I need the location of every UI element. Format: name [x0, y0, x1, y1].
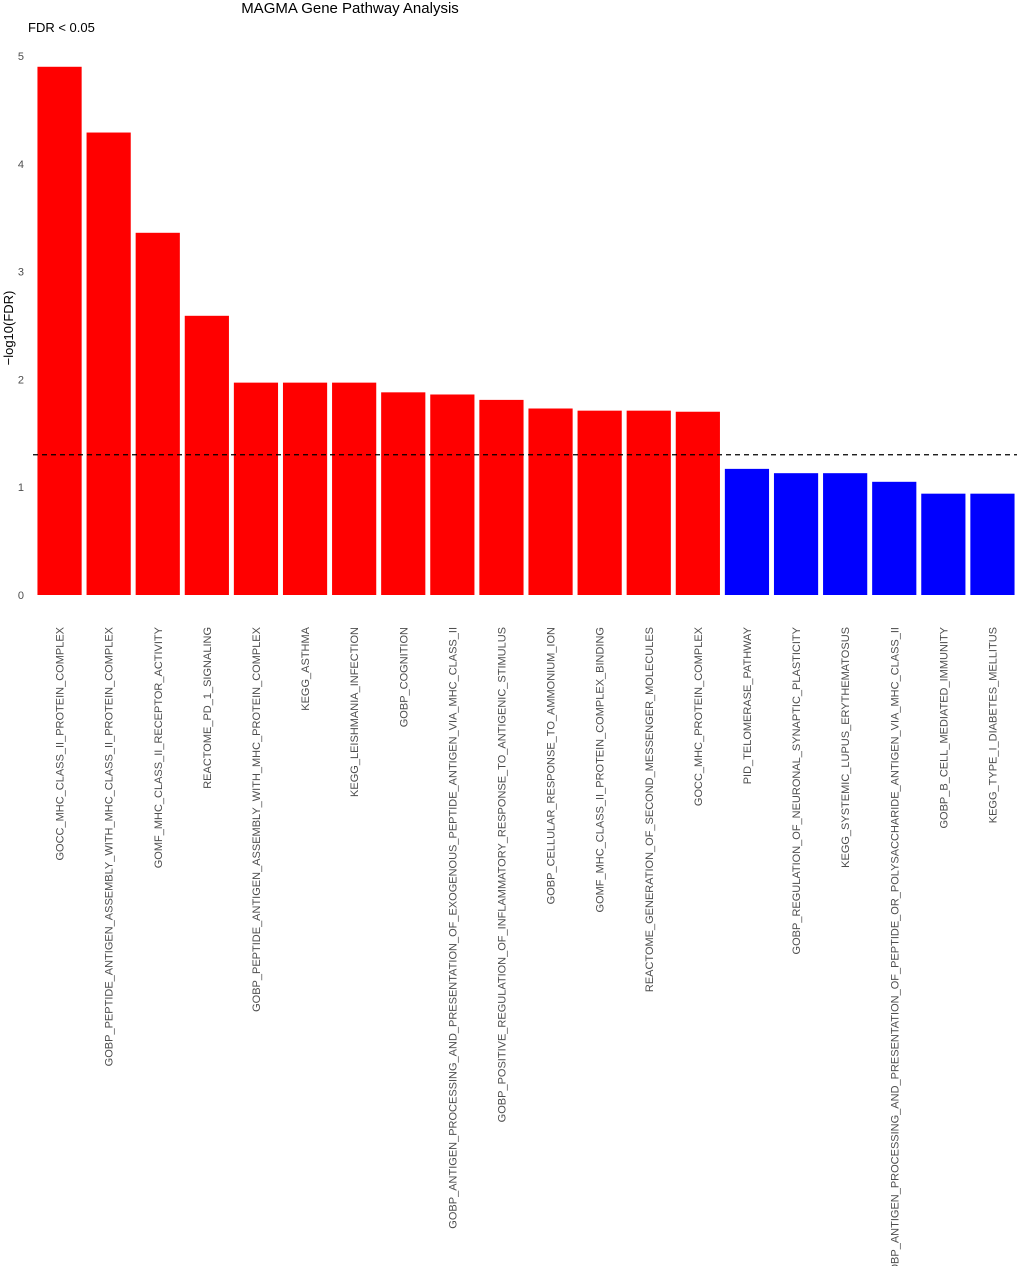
bar: [577, 410, 622, 595]
x-tick-label: KEGG_TYPE_I_DIABETES_MELLITUS: [987, 627, 999, 823]
x-tick-label: GOBP_B_CELL_MEDIATED_IMMUNITY: [938, 626, 950, 828]
y-axis-ticks: 0 1 2 3 4 5: [18, 51, 24, 602]
bar: [332, 382, 377, 595]
bar: [135, 232, 180, 596]
x-tick-label: PID_TELOMERASE_PATHWAY: [742, 626, 754, 784]
y-tick-label: 3: [18, 267, 24, 279]
bar: [970, 493, 1015, 595]
bar: [479, 399, 524, 595]
x-axis-tick-labels: GOCC_MHC_CLASS_II_PROTEIN_COMPLEX GOBP_PE…: [55, 626, 1000, 1266]
x-tick-label: GOCC_MHC_CLASS_II_PROTEIN_COMPLEX: [55, 626, 67, 860]
bar: [724, 468, 770, 595]
x-tick-label: KEGG_SYSTEMIC_LUPUS_ERYTHEMATOSUS: [840, 627, 852, 868]
bar: [872, 481, 917, 595]
x-tick-label: REACTOME_GENERATION_OF_SECOND_MESSENGER_…: [644, 627, 656, 992]
bar: [823, 473, 868, 595]
x-tick-label: GOBP_ANTIGEN_PROCESSING_AND_PRESENTATION…: [889, 627, 901, 1266]
bar: [773, 473, 819, 595]
y-tick-label: 0: [18, 590, 24, 602]
x-tick-label: GOBP_ANTIGEN_PROCESSING_AND_PRESENTATION…: [447, 627, 459, 1229]
bar: [282, 382, 328, 595]
x-tick-label: GOBP_POSITIVE_REGULATION_OF_INFLAMMATORY…: [496, 627, 508, 1122]
y-tick-label: 1: [18, 482, 24, 494]
x-tick-label: GOBP_PEPTIDE_ANTIGEN_ASSEMBLY_WITH_MHC_P…: [251, 626, 263, 1012]
x-tick-label: GOCC_MHC_PROTEIN_COMPLEX: [693, 626, 705, 806]
y-tick-label: 2: [18, 374, 24, 386]
x-tick-label: KEGG_ASTHMA: [300, 626, 312, 710]
x-tick-label: GOBP_COGNITION: [398, 627, 410, 727]
bar: [184, 315, 229, 595]
x-tick-label: GOMF_MHC_CLASS_II_RECEPTOR_ACTIVITY: [153, 626, 165, 868]
y-tick-label: 4: [18, 159, 24, 171]
x-tick-label: GOBP_CELLULAR_RESPONSE_TO_AMMONIUM_ION: [546, 627, 558, 904]
bar: [528, 408, 573, 595]
bar: [86, 132, 131, 595]
x-tick-label: GOBP_REGULATION_OF_NEURONAL_SYNAPTIC_PLA…: [791, 626, 803, 954]
chart-title: MAGMA Gene Pathway Analysis: [241, 0, 459, 17]
bar: [37, 66, 82, 595]
bar: [233, 382, 279, 595]
bars: [37, 66, 1015, 596]
x-tick-label: REACTOME_PD_1_SIGNALING: [202, 627, 214, 789]
bar: [381, 392, 426, 595]
y-axis-label: −log10(FDR): [1, 291, 16, 366]
bar: [626, 410, 671, 595]
y-tick-label: 5: [18, 51, 24, 63]
bar: [921, 493, 966, 595]
x-tick-label: KEGG_LEISHMANIA_INFECTION: [349, 627, 361, 797]
fdr-threshold-label: FDR < 0.05: [28, 20, 95, 35]
bar: [430, 394, 475, 595]
bar: [675, 411, 720, 595]
x-tick-label: GOMF_MHC_CLASS_II_PROTEIN_COMPLEX_BINDIN…: [595, 627, 607, 912]
x-tick-label: GOBP_PEPTIDE_ANTIGEN_ASSEMBLY_WITH_MHC_C…: [104, 626, 116, 1066]
